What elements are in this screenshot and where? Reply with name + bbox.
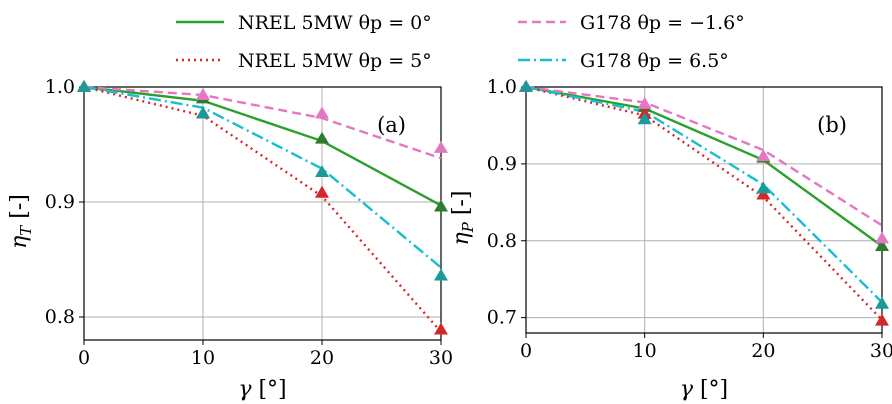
x-tick-label: 30 [870,340,892,362]
series-marker [315,131,329,144]
series-line [83,85,442,269]
y-tick-label: 0.7 [487,307,517,329]
series-marker [637,112,652,125]
legend-label: G178 θp = −1.6° [580,12,745,34]
plot-frame [525,86,883,334]
x-tick-label: 20 [751,340,775,362]
legend: NREL 5MW θp = 0° NREL 5MW θp = 5° G178 θp … [176,12,745,72]
series-marker [315,106,329,119]
legend-label: NREL 5MW θp = 0° [238,12,432,34]
panel-b: 0 10 20 30 0.7 0.8 0.9 1.0 γ [°] ηP [-] (b) [449,76,892,402]
x-tick-label: 0 [78,347,90,369]
series-marker [756,187,771,200]
series-marker [434,199,448,212]
series-marker [315,185,329,198]
series-marker [77,80,91,92]
y-tick-label: 0.8 [45,306,75,328]
series-line [525,85,883,248]
series-marker [756,181,771,194]
series-marker [875,296,889,309]
series-line [525,85,883,321]
series-marker [519,80,533,92]
panel-tag: (a) [377,113,406,137]
x-tick-label: 10 [191,347,215,369]
series-marker [315,165,329,177]
y-axis-label: ηT [-] [7,194,35,249]
series-marker [875,231,889,244]
series-marker [875,239,889,252]
series-marker [875,313,889,326]
x-axis-label: γ [°] [238,377,286,402]
y-tick-label: 0.9 [45,191,75,213]
x-tick-label: 30 [429,347,453,369]
series-line [83,85,442,160]
plot-frame [83,86,442,341]
panel-tag: (b) [817,113,847,137]
panel-a: 0 10 20 30 0.8 0.9 1.0 γ [°] ηT [-] (a) [7,76,453,402]
series-marker [434,268,448,281]
series-marker [756,149,771,162]
y-tick-label: 0.9 [487,153,517,175]
series-line [83,85,442,207]
series-marker [434,322,448,335]
x-tick-label: 10 [633,340,657,362]
series-line [525,85,883,304]
x-tick-label: 0 [520,340,532,362]
series-marker [637,96,652,109]
legend-label: NREL 5MW θp = 5° [238,50,432,72]
y-tick-label: 1.0 [45,76,75,98]
y-axis-label: ηP [-] [449,191,477,246]
x-tick-label: 20 [310,347,334,369]
series-marker [196,88,210,100]
series-marker [196,106,210,119]
y-tick-label: 0.8 [487,230,517,252]
series-line [525,85,883,227]
series-line [83,85,442,333]
x-axis-label: γ [°] [680,377,728,402]
y-tick-label: 1.0 [487,76,517,98]
legend-label: G178 θp = 6.5° [580,50,729,72]
series-marker [434,140,448,153]
